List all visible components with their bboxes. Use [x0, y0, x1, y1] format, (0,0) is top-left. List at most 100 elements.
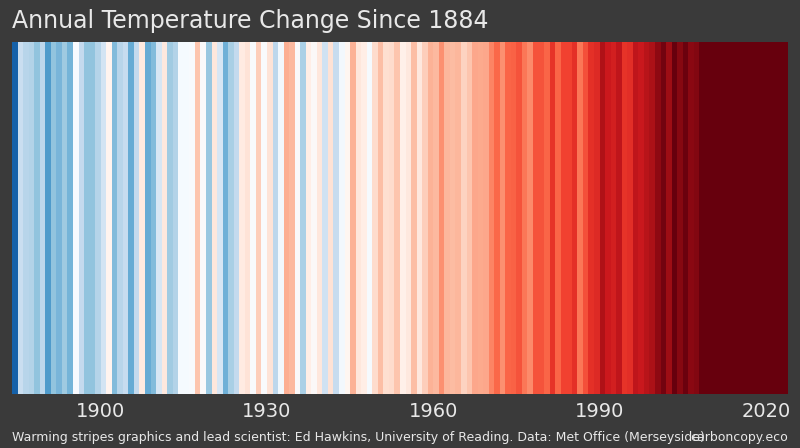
Bar	[727, 42, 733, 394]
Bar	[217, 42, 222, 394]
Bar	[239, 42, 245, 394]
Bar	[150, 42, 156, 394]
Bar	[771, 42, 777, 394]
Bar	[677, 42, 682, 394]
Bar	[710, 42, 716, 394]
Bar	[51, 42, 56, 394]
Bar	[222, 42, 228, 394]
Bar	[106, 42, 112, 394]
Bar	[84, 42, 90, 394]
Bar	[339, 42, 345, 394]
Bar	[56, 42, 62, 394]
Bar	[566, 42, 572, 394]
Bar	[283, 42, 289, 394]
Bar	[666, 42, 671, 394]
Bar	[167, 42, 173, 394]
Bar	[594, 42, 599, 394]
Bar	[372, 42, 378, 394]
Bar	[610, 42, 616, 394]
Bar	[550, 42, 555, 394]
Bar	[650, 42, 655, 394]
Bar	[605, 42, 610, 394]
Text: 1960: 1960	[409, 402, 458, 421]
Bar	[411, 42, 417, 394]
Bar	[234, 42, 239, 394]
Bar	[578, 42, 583, 394]
Bar	[23, 42, 29, 394]
Bar	[538, 42, 544, 394]
Bar	[754, 42, 760, 394]
Bar	[766, 42, 771, 394]
Bar	[494, 42, 500, 394]
Bar	[638, 42, 644, 394]
Bar	[294, 42, 300, 394]
Bar	[245, 42, 250, 394]
Bar	[178, 42, 184, 394]
Bar	[472, 42, 478, 394]
Text: 1990: 1990	[575, 402, 624, 421]
Bar	[627, 42, 633, 394]
Bar	[201, 42, 206, 394]
Bar	[289, 42, 294, 394]
Bar	[682, 42, 688, 394]
Text: 1930: 1930	[242, 402, 292, 421]
Bar	[489, 42, 494, 394]
Bar	[267, 42, 273, 394]
Bar	[722, 42, 727, 394]
Bar	[134, 42, 139, 394]
Bar	[95, 42, 101, 394]
Bar	[422, 42, 428, 394]
Bar	[173, 42, 178, 394]
Bar	[328, 42, 334, 394]
Bar	[366, 42, 372, 394]
Bar	[156, 42, 162, 394]
Bar	[461, 42, 466, 394]
Bar	[694, 42, 699, 394]
Bar	[389, 42, 394, 394]
Bar	[533, 42, 538, 394]
Text: carboncopy.eco: carboncopy.eco	[690, 431, 788, 444]
Bar	[322, 42, 328, 394]
Bar	[760, 42, 766, 394]
Bar	[128, 42, 134, 394]
Bar	[278, 42, 283, 394]
Bar	[311, 42, 317, 394]
Bar	[29, 42, 34, 394]
Bar	[206, 42, 211, 394]
Bar	[362, 42, 366, 394]
Bar	[544, 42, 550, 394]
Bar	[672, 42, 677, 394]
Bar	[34, 42, 40, 394]
Bar	[733, 42, 738, 394]
Bar	[511, 42, 517, 394]
Bar	[118, 42, 123, 394]
Bar	[101, 42, 106, 394]
Bar	[256, 42, 262, 394]
Text: 1900: 1900	[76, 402, 126, 421]
Bar	[622, 42, 627, 394]
Bar	[162, 42, 167, 394]
Bar	[190, 42, 195, 394]
Bar	[572, 42, 578, 394]
Bar	[561, 42, 566, 394]
Bar	[228, 42, 234, 394]
Bar	[250, 42, 256, 394]
Bar	[123, 42, 128, 394]
Text: Annual Temperature Change Since 1884: Annual Temperature Change Since 1884	[12, 9, 489, 33]
Bar	[383, 42, 389, 394]
Bar	[777, 42, 782, 394]
Bar	[583, 42, 589, 394]
Bar	[738, 42, 744, 394]
Bar	[406, 42, 411, 394]
Bar	[62, 42, 67, 394]
Bar	[428, 42, 434, 394]
Bar	[184, 42, 190, 394]
Bar	[400, 42, 406, 394]
Bar	[455, 42, 461, 394]
Bar	[356, 42, 362, 394]
Bar	[195, 42, 201, 394]
Bar	[716, 42, 722, 394]
Text: Warming stripes graphics and lead scientist: Ed Hawkins, University of Reading. : Warming stripes graphics and lead scient…	[12, 431, 705, 444]
Bar	[500, 42, 506, 394]
Bar	[555, 42, 561, 394]
